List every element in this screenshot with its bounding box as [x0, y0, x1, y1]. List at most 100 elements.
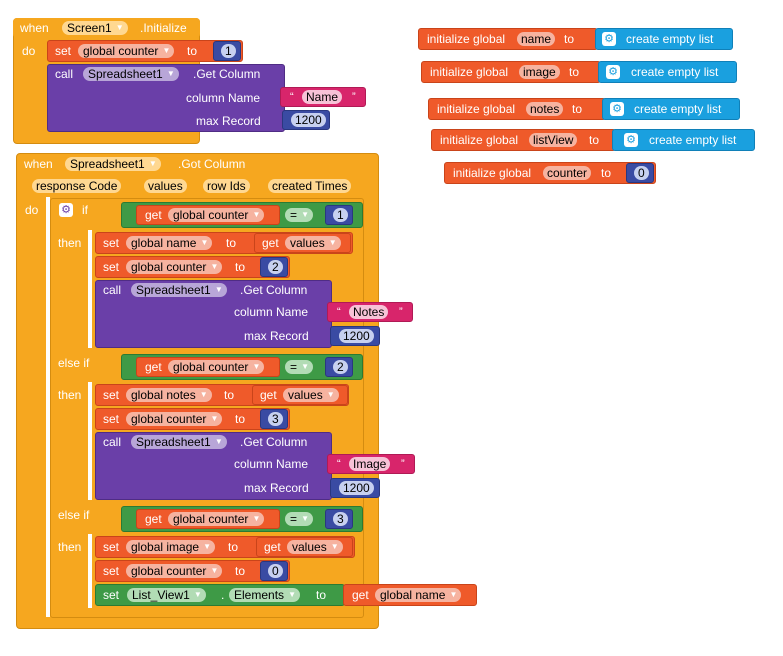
text-field[interactable]: Name — [302, 90, 343, 104]
set-label: set — [103, 260, 120, 274]
text-field[interactable]: Notes — [349, 305, 389, 319]
quote-open-icon: “ — [337, 458, 341, 470]
get-variable-dropdown[interactable]: global counter ▼ — [168, 360, 265, 374]
do-slot — [46, 197, 50, 617]
chevron-down-icon: ▼ — [210, 262, 219, 271]
chevron-down-icon: ▼ — [166, 69, 175, 78]
then-slot — [88, 230, 92, 348]
get-variable-dropdown[interactable]: global counter ▼ — [168, 208, 265, 222]
gear-icon[interactable]: ⚙ — [602, 32, 616, 46]
get-variable-dropdown[interactable]: values ▼ — [287, 540, 343, 554]
create-empty-list-label: create empty list — [626, 32, 714, 46]
equals-operator-dropdown[interactable]: = ▼ — [285, 360, 314, 374]
elements-property-dropdown[interactable]: Elements ▼ — [229, 588, 301, 602]
number-field[interactable]: 3 — [333, 512, 348, 526]
then-slot — [88, 534, 92, 608]
gear-icon[interactable]: ⚙ — [59, 203, 73, 217]
chevron-down-icon: ▼ — [199, 390, 208, 399]
number-field[interactable]: 1200 — [339, 329, 374, 343]
then-label: then — [58, 236, 82, 250]
create-empty-list-block[interactable] — [602, 98, 740, 120]
listview-component-dropdown[interactable]: List_View1 ▼ — [127, 588, 206, 602]
equals-operator-dropdown[interactable]: = ▼ — [285, 512, 314, 526]
set-variable-dropdown[interactable]: global counter ▼ — [126, 412, 223, 426]
screen1-component-dropdown[interactable]: Screen1 ▼ — [62, 21, 128, 35]
create-empty-list-block[interactable] — [595, 28, 733, 50]
to-label: to — [228, 540, 239, 554]
number-field[interactable]: 1200 — [339, 481, 374, 495]
got-column-event-label: .Got Column — [178, 157, 246, 171]
to-label: to — [187, 44, 198, 58]
set-label: set — [103, 412, 120, 426]
get-column-method-label: .Get Column — [193, 67, 261, 81]
set-variable-dropdown[interactable]: global image ▼ — [126, 540, 216, 554]
set-variable-dropdown[interactable]: global name ▼ — [126, 236, 213, 250]
set-label: set — [103, 236, 120, 250]
initialize-global-label: initialize global — [453, 166, 532, 180]
initialize-global-label: initialize global — [430, 65, 509, 79]
create-empty-list-block[interactable] — [598, 61, 737, 83]
chevron-down-icon: ▼ — [148, 159, 157, 168]
initialize-global-label: initialize global — [437, 102, 516, 116]
number-field[interactable]: 0 — [634, 166, 649, 180]
get-column-method-label: .Get Column — [240, 283, 308, 297]
global-name-field[interactable]: name — [517, 32, 556, 46]
quote-close-icon: ” — [352, 91, 356, 103]
when-label: when — [24, 157, 53, 171]
chevron-down-icon: ▼ — [301, 514, 310, 523]
chevron-down-icon: ▼ — [252, 210, 261, 219]
chevron-down-icon: ▼ — [210, 566, 219, 575]
number-field[interactable]: 1 — [333, 208, 348, 222]
chevron-down-icon: ▼ — [328, 238, 337, 247]
spreadsheet-component-dropdown[interactable]: Spreadsheet1 ▼ — [131, 283, 227, 297]
gear-icon[interactable]: ⚙ — [624, 133, 638, 147]
param-response-code[interactable]: response Code — [32, 179, 122, 193]
to-label: to — [235, 260, 246, 274]
get-variable-dropdown[interactable]: global counter ▼ — [168, 512, 265, 526]
gear-icon[interactable]: ⚙ — [606, 65, 620, 79]
chevron-down-icon: ▼ — [252, 514, 261, 523]
number-field[interactable]: 1200 — [291, 113, 326, 127]
get-variable-dropdown[interactable]: values ▼ — [285, 236, 341, 250]
set-variable-dropdown[interactable]: global notes ▼ — [126, 388, 212, 402]
number-field[interactable]: 1 — [221, 44, 236, 58]
initialize-global-label: initialize global — [427, 32, 506, 46]
number-field[interactable]: 0 — [268, 564, 283, 578]
global-notes-field[interactable]: notes — [526, 102, 564, 116]
number-field[interactable]: 2 — [268, 260, 283, 274]
set-variable-dropdown[interactable]: global counter ▼ — [126, 260, 223, 274]
text-field[interactable]: Image — [349, 457, 391, 471]
spreadsheet-component-dropdown[interactable]: Spreadsheet1 ▼ — [131, 435, 227, 449]
equals-operator-dropdown[interactable]: = ▼ — [285, 208, 314, 222]
to-label: to — [316, 588, 327, 602]
global-image-field[interactable]: image — [519, 65, 560, 79]
number-field[interactable]: 3 — [268, 412, 283, 426]
get-label: get — [260, 388, 277, 402]
set-variable-dropdown[interactable]: global counter ▼ — [78, 44, 175, 58]
column-name-param-label: column Name — [234, 305, 309, 319]
spreadsheet-component-dropdown[interactable]: Spreadsheet1 ▼ — [65, 157, 161, 171]
call-label: call — [55, 67, 74, 81]
global-listview-field[interactable]: listView — [529, 133, 578, 147]
param-created-times[interactable]: created Times — [268, 179, 352, 193]
chevron-down-icon: ▼ — [115, 23, 124, 32]
number-field[interactable]: 2 — [333, 360, 348, 374]
global-counter-field[interactable]: counter — [543, 166, 592, 180]
to-label: to — [601, 166, 612, 180]
param-values[interactable]: values — [144, 179, 187, 193]
spreadsheet-component-dropdown[interactable]: Spreadsheet1 ▼ — [83, 67, 179, 81]
chevron-down-icon: ▼ — [288, 590, 297, 599]
param-row-ids[interactable]: row Ids — [203, 179, 250, 193]
get-label: get — [262, 236, 279, 250]
get-label: get — [145, 208, 162, 222]
to-label: to — [235, 412, 246, 426]
get-variable-dropdown[interactable]: values ▼ — [283, 388, 339, 402]
gear-icon[interactable]: ⚙ — [610, 102, 624, 116]
to-label: to — [569, 65, 580, 79]
if-label: if — [82, 203, 88, 217]
set-variable-dropdown[interactable]: global counter ▼ — [126, 564, 223, 578]
chevron-down-icon: ▼ — [301, 210, 310, 219]
get-variable-dropdown[interactable]: global name ▼ — [375, 588, 462, 602]
create-empty-list-block[interactable] — [612, 129, 755, 151]
column-name-param-label: column Name — [186, 91, 261, 105]
